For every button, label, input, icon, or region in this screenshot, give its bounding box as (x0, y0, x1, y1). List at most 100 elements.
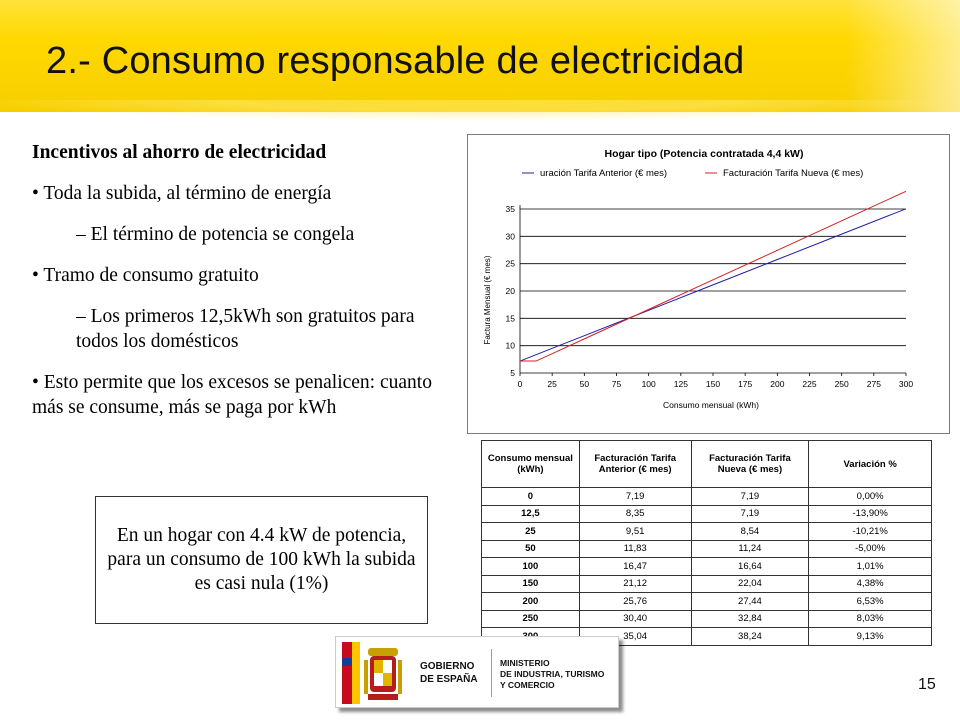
x-tick-labels: 0 25 50 75 100 125 150 175 200 225 250 275 300 (518, 373, 913, 389)
table-cell: 16,64 (690, 557, 810, 576)
bullet-energy-term: • Toda la subida, al término de energía (32, 183, 332, 204)
y-tick-label: 20 (506, 286, 516, 296)
y-tick-label: 35 (506, 204, 516, 214)
x-tick-label: 25 (547, 379, 557, 389)
table-cell: 7,19 (578, 487, 692, 506)
header-consumo: Consumo mensual (kWh) (481, 440, 580, 488)
content-heading: Incentivos al ahorro de electricidad (32, 142, 327, 163)
logo-gobierno-line2: DE ESPAÑA (420, 674, 478, 685)
logo-ministerio-line2: DE INDUSTRIA, TURISMO (500, 669, 605, 679)
y-tick-label: 25 (506, 259, 516, 269)
table-cell: 4,38% (808, 574, 932, 593)
y-axis-label: Factura Mensual (€ mes) (483, 255, 492, 344)
table-body: 0 7,19 7,19 0,00% 12,5 8,35 7,19 -13,90% 25 9,51 8… (481, 487, 932, 646)
table-row: 100 16,47 16,64 1,01% (481, 557, 932, 576)
table-cell: 32,84 (690, 609, 810, 628)
table-row: 0 7,19 7,19 0,00% (481, 487, 932, 506)
shield-quarter-2 (383, 660, 392, 673)
x-axis-label: Consumo mensual (kWh) (663, 400, 759, 410)
table-cell: 27,44 (690, 592, 810, 611)
logo-ministerio-line3: Y COMERCIO (500, 680, 555, 690)
x-tick-label: 125 (674, 379, 688, 389)
table-cell: 11,83 (578, 539, 692, 558)
sub-bullet-first-kwh: – Los primeros 12,5kWh son gratuitos par… (76, 306, 415, 352)
shield-quarter-1 (374, 660, 383, 673)
sub-bullet-power-term: – El término de potencia se congela (76, 224, 355, 245)
table-cell: 150 (481, 574, 580, 593)
table-cell: -13,90% (808, 504, 932, 523)
table-cell: 22,04 (690, 574, 810, 593)
chart-svg: Hogar tipo (Potencia contratada 4,4 kW) … (483, 148, 913, 410)
x-tick-label: 250 (835, 379, 849, 389)
chart-grid (519, 205, 906, 374)
table-cell: 9,51 (578, 522, 692, 541)
y-tick-labels: 5 10 15 20 25 30 35 (506, 204, 516, 378)
table-cell: 12,5 (481, 504, 580, 523)
table-cell: 11,24 (690, 539, 810, 558)
content-column: Incentivos al ahorro de electricidad • T… (32, 140, 442, 436)
table-cell: 21,12 (578, 574, 692, 593)
x-tick-label: 175 (738, 379, 752, 389)
table-cell: 16,47 (578, 557, 692, 576)
x-tick-label: 0 (518, 379, 523, 389)
coat-of-arms-icon (342, 642, 402, 704)
flag-stripe-red (342, 642, 352, 704)
logo-divider (491, 649, 492, 697)
table-row: 50 11,83 11,24 -5,00% (481, 539, 932, 558)
gobierno-logo: GOBIERNO DE ESPAÑA MINISTERIO DE INDUSTR… (335, 636, 619, 708)
chart-title: Hogar tipo (Potencia contratada 4,4 kW) (605, 148, 804, 160)
x-tick-label: 150 (706, 379, 720, 389)
x-tick-label: 100 (642, 379, 656, 389)
header-variacion: Variación % (808, 440, 932, 488)
table-cell: 0 (481, 487, 580, 506)
y-tick-label: 5 (510, 368, 515, 378)
table-cell: 7,19 (690, 487, 810, 506)
table-cell: 9,13% (808, 627, 932, 646)
series-line-anterior (519, 208, 907, 362)
table-cell: 250 (481, 609, 580, 628)
flag-eu-band (342, 658, 352, 666)
pillar-right (398, 660, 402, 694)
legend-label-anterior: uración Tarifa Anterior (€ mes) (540, 168, 667, 179)
line-chart: Hogar tipo (Potencia contratada 4,4 kW) … (467, 134, 950, 434)
chart-series (519, 190, 907, 362)
y-tick-label: 10 (506, 341, 516, 351)
legend-label-nueva: Facturación Tarifa Nueva (€ mes) (723, 168, 863, 179)
table-cell: 100 (481, 557, 580, 576)
table-cell: 200 (481, 592, 580, 611)
logo-gobierno-line1: GOBIERNO (420, 661, 475, 672)
table-cell: 50 (481, 539, 580, 558)
table-cell: 38,24 (690, 627, 810, 646)
slide-title: 2.- Consumo responsable de electricidad (46, 40, 745, 82)
table-cell: -10,21% (808, 522, 932, 541)
flag-stripe-yellow (352, 642, 360, 704)
shield-quarter-4 (383, 673, 392, 686)
title-banner: 2.- Consumo responsable de electricidad (0, 0, 960, 120)
pillar-left (364, 660, 368, 694)
table-cell: 8,54 (690, 522, 810, 541)
table-cell: 25 (481, 522, 580, 541)
x-tick-label: 225 (802, 379, 816, 389)
bullet-free-tier: • Tramo de consumo gratuito (32, 265, 259, 286)
logo-ministerio-line1: MINISTERIO (500, 658, 550, 668)
table-cell: 30,40 (578, 609, 692, 628)
page-number: 15 (918, 676, 936, 693)
table-row: 12,5 8,35 7,19 -13,90% (481, 504, 932, 523)
table-row: 200 25,76 27,44 6,53% (481, 592, 932, 611)
shield-base (368, 694, 398, 700)
table-cell: 0,00% (808, 487, 932, 506)
x-tick-label: 200 (770, 379, 784, 389)
y-tick-label: 15 (506, 313, 516, 323)
x-tick-label: 275 (867, 379, 881, 389)
table-cell: 6,53% (808, 592, 932, 611)
note-box: En un hogar con 4.4 kW de potencia, para… (95, 496, 428, 624)
note-text: En un hogar con 4.4 kW de potencia, para… (107, 525, 416, 594)
chart-legend: uración Tarifa Anterior (€ mes) Facturac… (522, 168, 863, 179)
table-cell: -5,00% (808, 539, 932, 558)
table-row: 250 30,40 32,84 8,03% (481, 609, 932, 628)
table-header-row: Consumo mensual (kWh) Facturación Tarifa… (481, 440, 932, 488)
series-line-nueva (520, 190, 907, 362)
x-tick-label: 50 (580, 379, 590, 389)
shield-quarter-3 (374, 673, 383, 686)
y-tick-label: 30 (506, 231, 516, 241)
